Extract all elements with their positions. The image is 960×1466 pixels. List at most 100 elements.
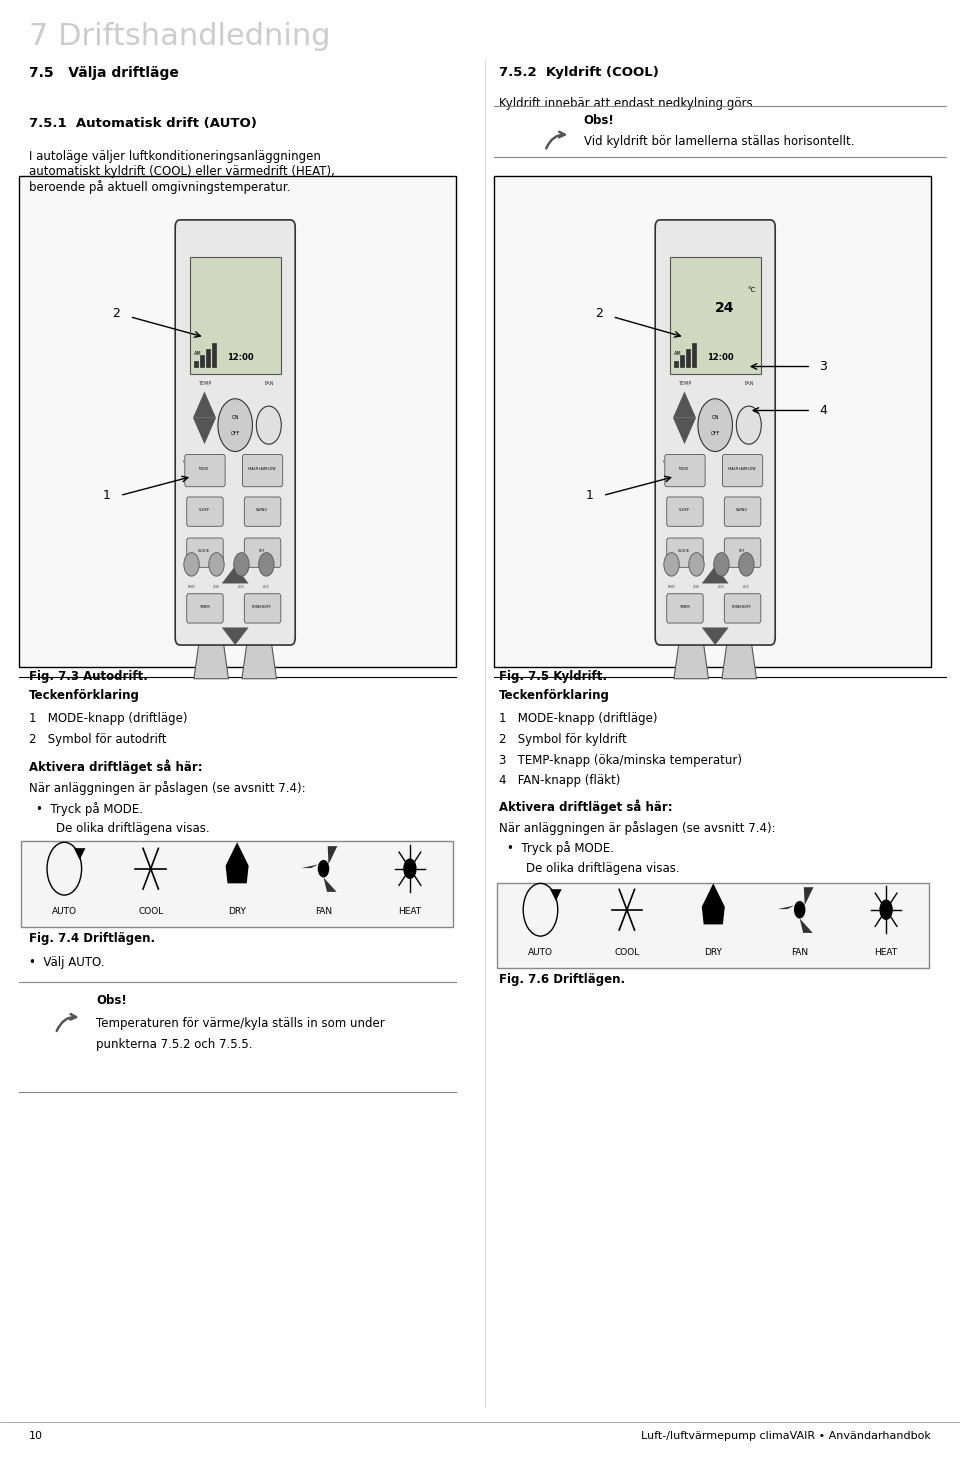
Text: HEALTH-AIRFLOW: HEALTH-AIRFLOW xyxy=(248,468,276,471)
FancyBboxPatch shape xyxy=(244,594,280,623)
Polygon shape xyxy=(194,638,228,679)
Text: Teckenförklaring: Teckenförklaring xyxy=(29,689,139,702)
Text: 2: 2 xyxy=(595,308,603,320)
Text: LOCK: LOCK xyxy=(263,585,270,589)
Text: 1: 1 xyxy=(586,490,593,501)
Bar xyxy=(680,355,684,366)
Text: 12:00: 12:00 xyxy=(227,353,253,362)
Text: CODE: CODE xyxy=(213,585,220,589)
Text: TIMER: TIMER xyxy=(199,605,209,608)
Text: MODE: MODE xyxy=(679,468,689,471)
Text: HEAT: HEAT xyxy=(875,947,898,957)
Text: FAN: FAN xyxy=(744,381,754,386)
Text: POWEROFF: POWEROFF xyxy=(732,605,752,608)
FancyBboxPatch shape xyxy=(670,257,760,374)
Text: CLOCK: CLOCK xyxy=(198,550,210,553)
Text: 2   Symbol för autodrift: 2 Symbol för autodrift xyxy=(29,733,166,746)
Text: LOCK: LOCK xyxy=(743,585,750,589)
Text: °C: °C xyxy=(748,287,756,293)
Text: POWEROFF: POWEROFF xyxy=(252,605,272,608)
FancyBboxPatch shape xyxy=(190,257,280,374)
Text: 1: 1 xyxy=(103,490,110,501)
FancyBboxPatch shape xyxy=(664,454,705,487)
Polygon shape xyxy=(222,566,249,583)
Circle shape xyxy=(794,902,805,919)
Polygon shape xyxy=(804,887,813,906)
Text: 2   Symbol för kyldrift: 2 Symbol för kyldrift xyxy=(499,733,627,746)
Text: AUTO: AUTO xyxy=(528,947,553,957)
Text: 1   MODE-knapp (driftläge): 1 MODE-knapp (driftläge) xyxy=(499,712,658,726)
Text: FAN: FAN xyxy=(315,906,332,916)
Text: •  Tryck på MODE.: • Tryck på MODE. xyxy=(36,802,143,817)
Text: 3: 3 xyxy=(819,361,827,372)
Text: I autoläge väljer luftkonditioneringsanläggningen
automatiskt kyldrift (COOL) el: I autoläge väljer luftkonditioneringsanl… xyxy=(29,150,335,194)
Bar xyxy=(194,361,199,366)
FancyBboxPatch shape xyxy=(666,538,703,567)
Text: COOL: COOL xyxy=(138,906,163,916)
Text: SWING: SWING xyxy=(255,509,268,512)
FancyBboxPatch shape xyxy=(666,594,703,623)
Text: CODE: CODE xyxy=(693,585,700,589)
Text: 4: 4 xyxy=(819,405,827,416)
FancyBboxPatch shape xyxy=(184,454,225,487)
Circle shape xyxy=(403,859,417,880)
Text: OFF: OFF xyxy=(230,431,240,437)
Polygon shape xyxy=(722,638,756,679)
Polygon shape xyxy=(702,884,725,925)
Text: 7 Driftshandledning: 7 Driftshandledning xyxy=(29,22,330,51)
FancyBboxPatch shape xyxy=(655,220,776,645)
Text: Luft-/luftvärmepump climaVAIR • Användarhandbok: Luft-/luftvärmepump climaVAIR • Användar… xyxy=(641,1431,931,1441)
Bar xyxy=(212,343,216,366)
Text: CLOCK: CLOCK xyxy=(678,550,690,553)
FancyBboxPatch shape xyxy=(724,538,760,567)
Circle shape xyxy=(689,553,704,576)
Text: COOL: COOL xyxy=(614,947,639,957)
Circle shape xyxy=(256,406,281,444)
Text: 1   MODE-knapp (driftläge): 1 MODE-knapp (driftläge) xyxy=(29,712,187,726)
FancyBboxPatch shape xyxy=(19,176,456,667)
Polygon shape xyxy=(301,865,319,868)
FancyBboxPatch shape xyxy=(722,454,762,487)
Text: TIMER: TIMER xyxy=(679,605,689,608)
FancyBboxPatch shape xyxy=(724,497,760,526)
Text: SWING: SWING xyxy=(735,509,748,512)
Polygon shape xyxy=(324,878,337,891)
Text: 2: 2 xyxy=(112,308,120,320)
Text: DRY: DRY xyxy=(705,947,722,957)
Text: När anläggningen är påslagen (se avsnitt 7.4):: När anläggningen är påslagen (se avsnitt… xyxy=(499,821,776,836)
Polygon shape xyxy=(74,849,85,861)
FancyBboxPatch shape xyxy=(186,538,223,567)
Text: HEALTH: HEALTH xyxy=(662,460,678,463)
FancyBboxPatch shape xyxy=(242,454,282,487)
Text: Obs!: Obs! xyxy=(584,114,614,128)
Polygon shape xyxy=(800,919,813,932)
Text: Aktivera driftläget så här:: Aktivera driftläget så här: xyxy=(499,799,673,814)
Circle shape xyxy=(218,399,252,452)
Polygon shape xyxy=(550,890,562,902)
Polygon shape xyxy=(193,391,216,418)
Circle shape xyxy=(739,553,754,576)
Text: HEALTH: HEALTH xyxy=(182,460,198,463)
Text: SET: SET xyxy=(258,550,265,553)
Text: HEALTH-AIRFLOW: HEALTH-AIRFLOW xyxy=(728,468,756,471)
FancyBboxPatch shape xyxy=(494,176,931,667)
Polygon shape xyxy=(226,843,249,884)
Circle shape xyxy=(736,406,761,444)
Circle shape xyxy=(879,900,893,921)
Bar xyxy=(206,349,210,366)
Text: 7.5.2  Kyldrift (COOL): 7.5.2 Kyldrift (COOL) xyxy=(499,66,660,79)
Bar xyxy=(685,349,690,366)
FancyBboxPatch shape xyxy=(186,497,223,526)
Circle shape xyxy=(318,861,329,878)
Polygon shape xyxy=(702,566,729,583)
Text: MODE: MODE xyxy=(199,468,209,471)
Text: 12:00: 12:00 xyxy=(707,353,733,362)
Polygon shape xyxy=(673,418,696,444)
FancyBboxPatch shape xyxy=(724,594,760,623)
Text: SET: SET xyxy=(738,550,745,553)
Text: När anläggningen är påslagen (se avsnitt 7.4):: När anläggningen är påslagen (se avsnitt… xyxy=(29,781,305,796)
Text: SLEEP: SLEEP xyxy=(679,509,689,512)
FancyBboxPatch shape xyxy=(497,883,929,968)
FancyBboxPatch shape xyxy=(666,497,703,526)
Text: 7.5.1  Automatisk drift (AUTO): 7.5.1 Automatisk drift (AUTO) xyxy=(29,117,256,130)
